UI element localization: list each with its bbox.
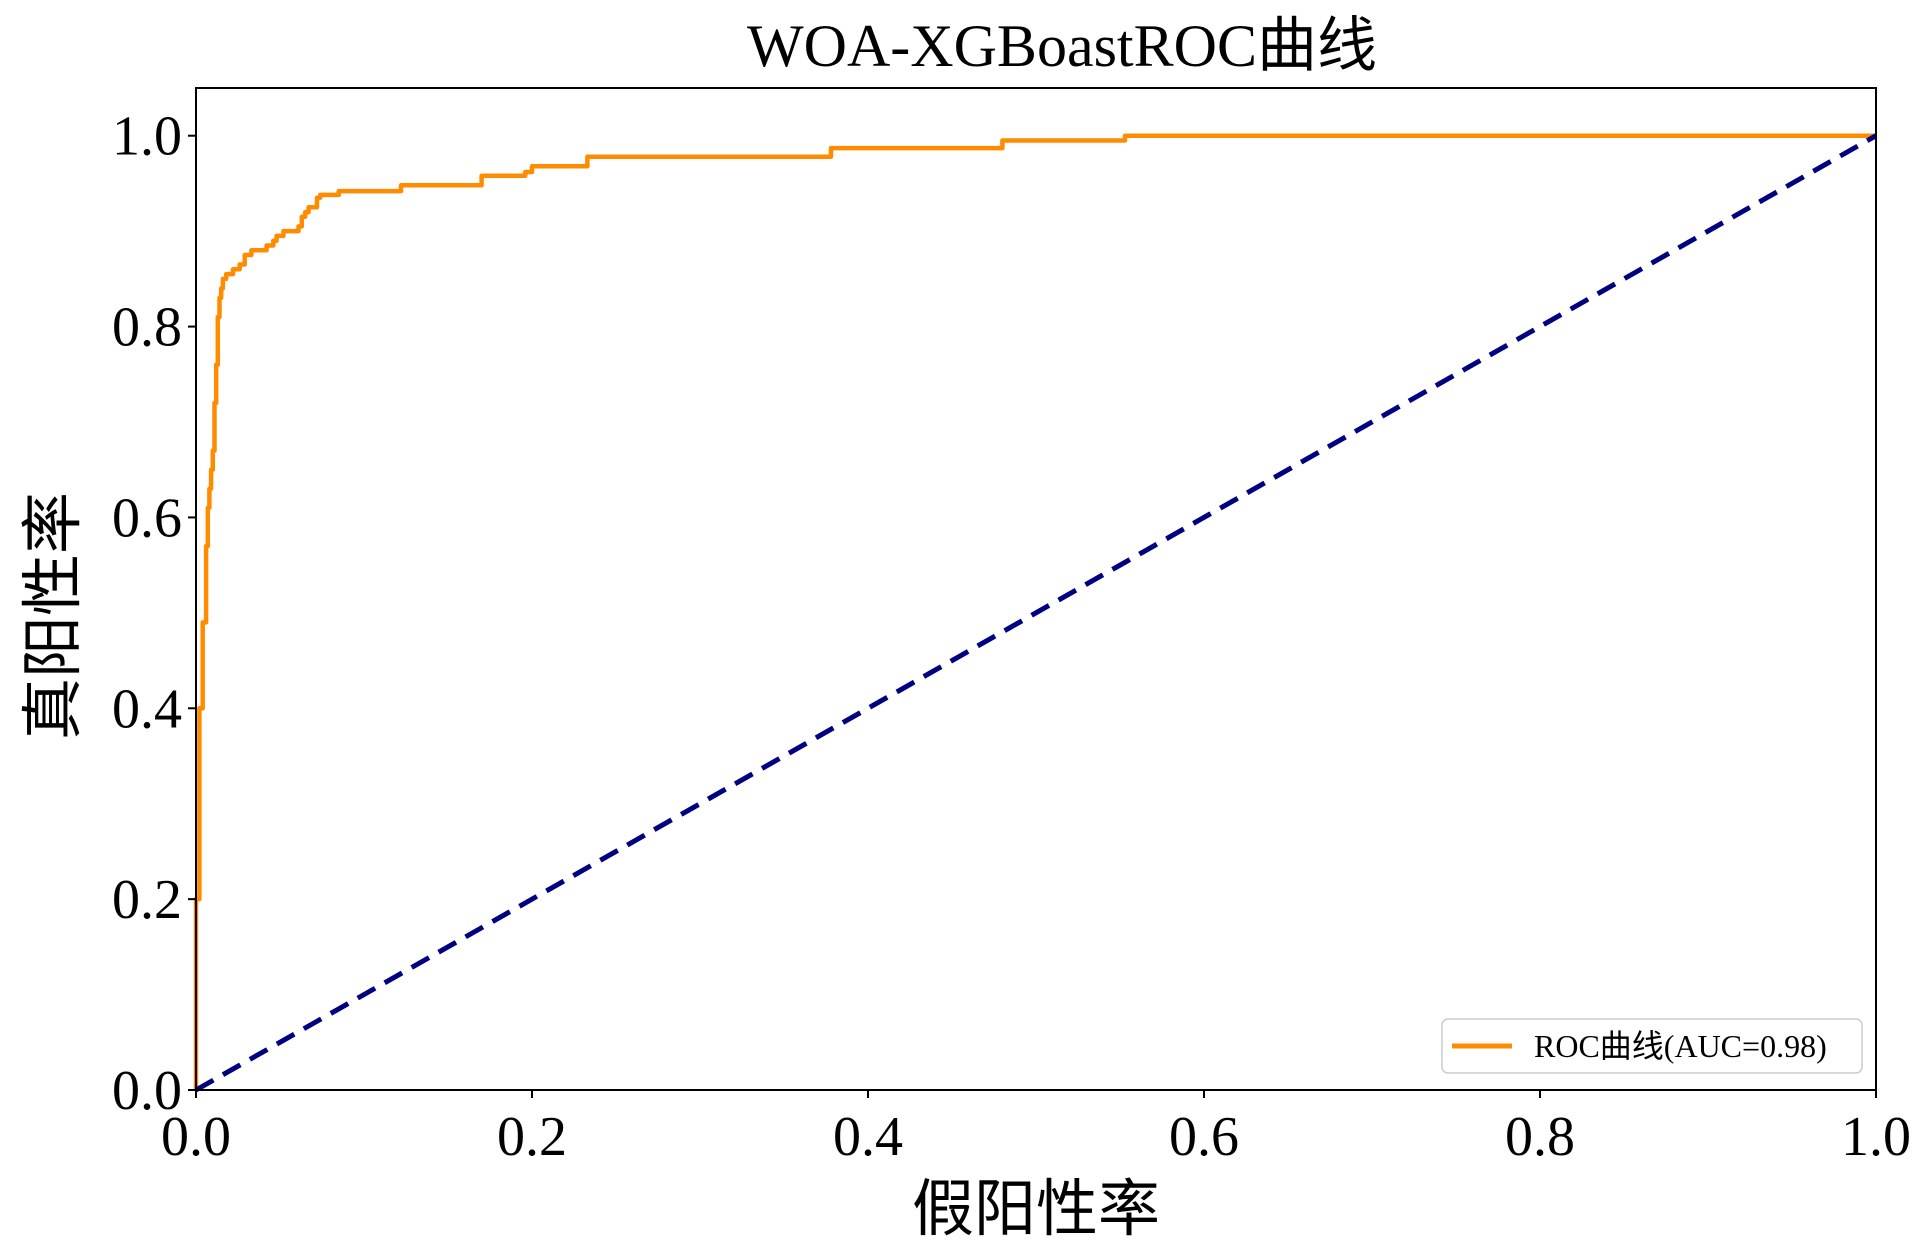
chart-title: WOA-XGBoastROC曲线 (747, 13, 1377, 79)
y-tick-label: 1.0 (112, 106, 182, 168)
y-tick-label: 0.8 (112, 297, 182, 359)
diagonal-reference-line (194, 133, 1878, 1093)
y-tick-label: 0.2 (112, 869, 182, 931)
legend: ROC曲线(AUC=0.98) (1441, 1018, 1863, 1074)
x-axis-ticks: 0.0 0.2 0.4 0.6 0.8 1.0 (161, 1090, 1911, 1168)
x-tick-label: 0.4 (833, 1106, 903, 1168)
plot-area (193, 133, 1878, 1093)
y-tick-label: 0.6 (112, 487, 182, 549)
y-tick-label: 0.4 (112, 678, 182, 740)
x-tick-label: 1.0 (1841, 1106, 1911, 1168)
x-tick-label: 0.8 (1505, 1106, 1575, 1168)
y-axis-ticks: 0.0 0.2 0.4 0.6 0.8 1.0 (112, 106, 196, 1122)
y-tick-label: 0.0 (112, 1060, 182, 1122)
x-axis-label: 假阳性率 (912, 1176, 1160, 1244)
x-tick-label: 0.6 (1169, 1106, 1239, 1168)
y-axis-label: 真阳性率 (20, 492, 88, 740)
roc-curve (193, 133, 1876, 1090)
legend-box (1441, 1018, 1863, 1074)
x-tick-label: 0.0 (161, 1106, 231, 1168)
legend-label-roc: ROC曲线(AUC=0.98) (1534, 1028, 1827, 1064)
plot-frame (195, 87, 1877, 1091)
x-tick-label: 0.2 (497, 1106, 567, 1168)
